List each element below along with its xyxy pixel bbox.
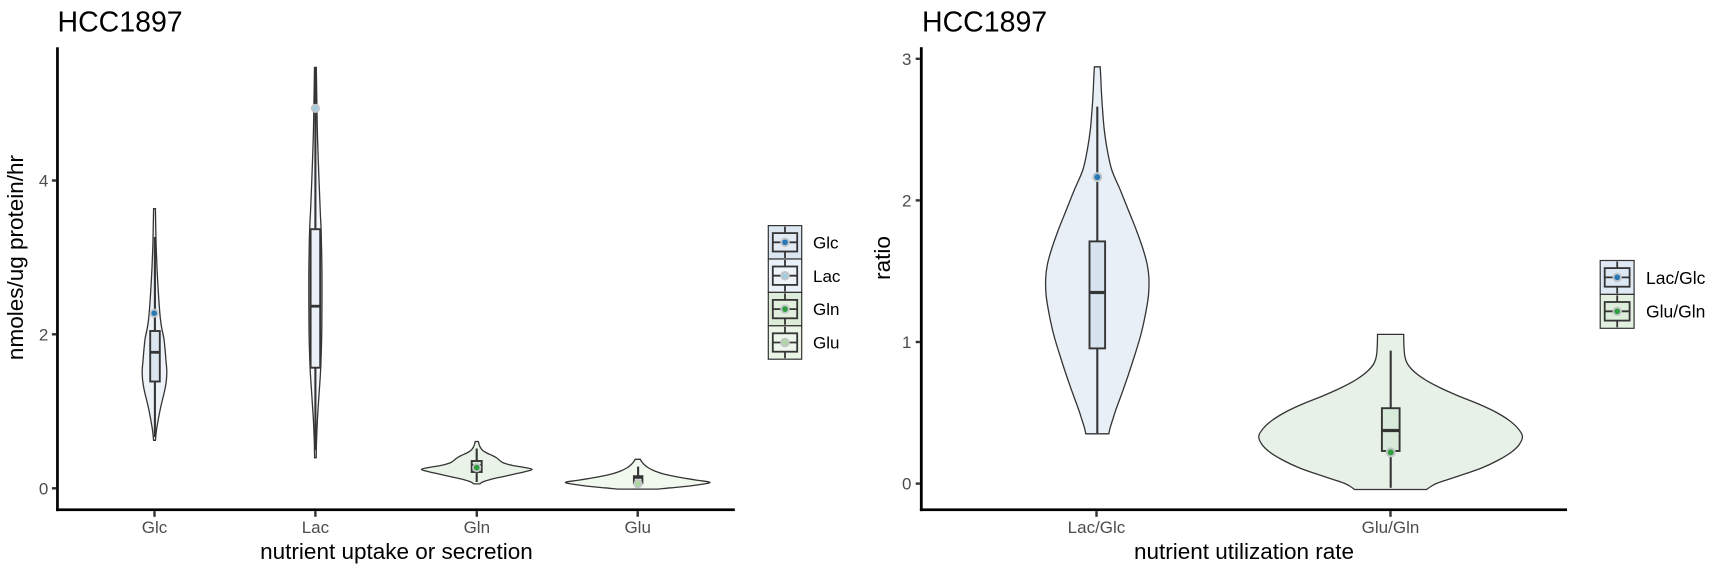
svg-text:nutrient uptake or secretion: nutrient uptake or secretion (260, 539, 533, 564)
svg-text:2: 2 (902, 192, 911, 211)
svg-text:Gln: Gln (813, 300, 839, 319)
svg-text:4: 4 (39, 172, 48, 191)
svg-text:1: 1 (902, 333, 911, 352)
svg-text:2: 2 (39, 325, 48, 344)
svg-text:Lac: Lac (813, 267, 841, 286)
svg-text:nmoles/ug protein/hr: nmoles/ug protein/hr (3, 154, 28, 360)
svg-text:nutrient utilization rate: nutrient utilization rate (1134, 539, 1354, 564)
svg-text:HCC1897: HCC1897 (58, 6, 183, 38)
svg-text:3: 3 (902, 50, 911, 69)
svg-text:Lac/Glc: Lac/Glc (1068, 518, 1126, 537)
svg-text:HCC1897: HCC1897 (922, 6, 1047, 38)
svg-text:Glu: Glu (624, 518, 650, 537)
svg-text:Glu/Gln: Glu/Gln (1362, 518, 1420, 537)
svg-text:ratio: ratio (870, 236, 895, 280)
svg-text:0: 0 (902, 475, 911, 494)
svg-text:Glu: Glu (813, 334, 839, 353)
svg-text:Lac/Glc: Lac/Glc (1646, 268, 1706, 288)
svg-text:Lac: Lac (302, 518, 330, 537)
svg-text:Glu/Gln: Glu/Gln (1646, 302, 1705, 322)
svg-text:Glc: Glc (813, 233, 839, 252)
svg-text:Glc: Glc (142, 518, 168, 537)
svg-text:0: 0 (39, 479, 48, 498)
svg-text:Gln: Gln (464, 518, 490, 537)
